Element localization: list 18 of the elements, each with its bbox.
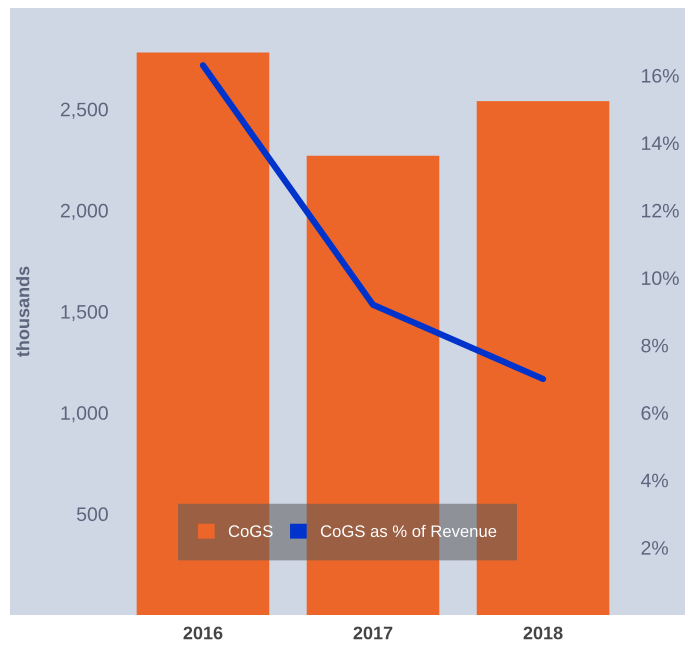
y2-tick-label: 6% <box>642 406 668 420</box>
y-tick-label: 1,500 <box>61 304 108 322</box>
x-tick-label: 2016 <box>184 626 222 640</box>
y2-tick-label: 16% <box>642 68 679 83</box>
y-tick-label: 2,000 <box>60 204 108 220</box>
y-tick-label: 1,000 <box>61 406 108 422</box>
x-tick-label: 2017 <box>354 626 392 640</box>
legend-label: CoGS <box>228 525 273 538</box>
y2-tick-label: 4% <box>641 474 668 488</box>
x-tick-label: 2018 <box>524 626 563 640</box>
y2-tick-label: 12% <box>642 204 679 218</box>
y2-tick-label: 14% <box>642 136 679 150</box>
y-tick-label: 500 <box>76 507 108 522</box>
y2-tick-label: 8% <box>641 338 668 352</box>
y-tick-label: 2,500 <box>60 102 108 119</box>
y2-tick-label: 10% <box>642 271 679 286</box>
y2-tick-label: 2% <box>642 541 668 555</box>
y-axis-title: thousands <box>16 266 30 357</box>
